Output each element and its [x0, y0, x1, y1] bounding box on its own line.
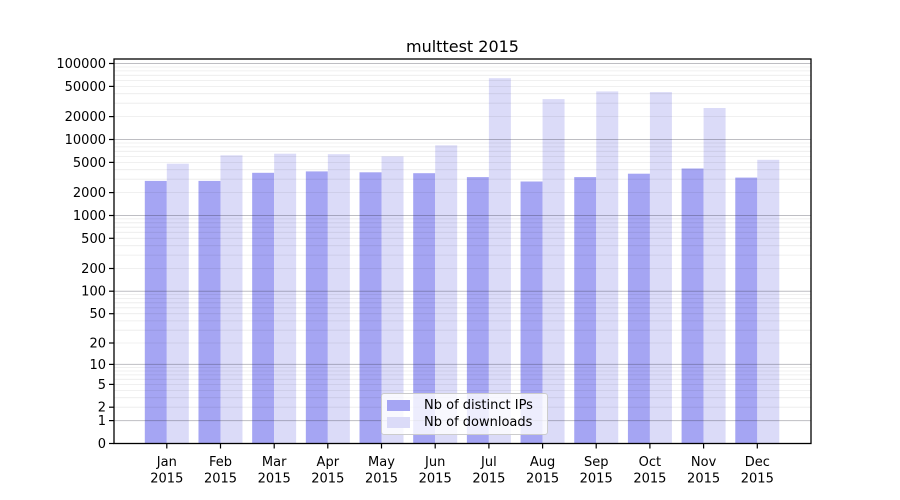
bar-distinct-ips-jul: [466, 177, 489, 444]
bar-distinct-ips-may: [359, 172, 382, 444]
legend-item-distinct-ips: Nb of distinct IPs: [387, 398, 547, 413]
bar-distinct-ips-oct: [627, 173, 650, 444]
x-tick-label-year: 2015: [419, 472, 452, 487]
y-tick-label: 1000: [73, 209, 106, 224]
y-tick-label: 100000: [56, 57, 106, 72]
y-tick-label: 1: [98, 414, 106, 429]
x-tick-label-year: 2015: [687, 472, 720, 487]
bar-distinct-ips-feb: [198, 180, 221, 444]
x-tick-label-month: Jun: [424, 455, 445, 470]
bar-distinct-ips-nov: [681, 168, 704, 444]
y-tick-label: 10: [89, 358, 106, 373]
chart-title: multtest 2015: [406, 37, 519, 56]
bar-downloads-jun: [435, 145, 458, 444]
bar-downloads-nov: [703, 108, 726, 444]
x-tick-label-year: 2015: [580, 472, 613, 487]
bar-downloads-apr: [327, 154, 350, 444]
x-tick-label-month: Sep: [584, 455, 609, 470]
bar-downloads-dec: [757, 159, 780, 444]
legend-swatch-downloads: [387, 417, 410, 428]
x-tick-label-month: Dec: [745, 455, 770, 470]
bar-downloads-oct: [649, 92, 672, 444]
legend-label-downloads: Nb of downloads: [424, 415, 533, 430]
x-tick-label-year: 2015: [526, 472, 559, 487]
x-tick-label-month: May: [368, 455, 395, 470]
y-tick-label: 500: [81, 232, 106, 247]
legend-swatch-distinct-ips: [387, 400, 410, 411]
y-tick-label: 200: [81, 262, 106, 277]
bar-downloads-aug: [542, 99, 565, 444]
y-tick-label: 100: [81, 285, 106, 300]
x-tick-label-year: 2015: [204, 472, 237, 487]
x-tick-label-month: Oct: [639, 455, 661, 470]
y-tick-label: 2: [98, 401, 106, 416]
x-tick-label-year: 2015: [150, 472, 183, 487]
bar-downloads-sep: [596, 91, 619, 444]
y-tick-label: 0: [98, 437, 106, 452]
chart-legend: Nb of distinct IPs Nb of downloads: [381, 393, 548, 435]
x-tick-label-month: Jul: [480, 455, 497, 470]
x-tick-label-year: 2015: [741, 472, 774, 487]
y-tick-label: 5000: [73, 156, 106, 171]
bar-distinct-ips-aug: [520, 181, 543, 444]
bar-downloads-jul: [488, 78, 511, 444]
bar-distinct-ips-jun: [413, 173, 436, 444]
x-tick-label-month: Aug: [530, 455, 555, 470]
x-tick-label-month: Nov: [691, 455, 717, 470]
bar-downloads-feb: [220, 155, 243, 444]
bar-downloads-mar: [274, 153, 297, 444]
x-tick-label-year: 2015: [365, 472, 398, 487]
legend-item-downloads: Nb of downloads: [387, 415, 547, 430]
bar-downloads-jan: [166, 163, 189, 444]
y-tick-label: 5: [98, 378, 106, 393]
x-tick-label-year: 2015: [633, 472, 666, 487]
bar-distinct-ips-sep: [574, 177, 597, 444]
y-tick-label: 2000: [73, 186, 106, 201]
y-tick-label: 50: [89, 307, 106, 322]
bar-distinct-ips-dec: [735, 177, 758, 444]
x-tick-label-year: 2015: [311, 472, 344, 487]
bar-distinct-ips-jan: [144, 180, 167, 444]
y-tick-label: 20000: [65, 110, 106, 125]
x-tick-label-year: 2015: [258, 472, 291, 487]
x-tick-label-month: Feb: [209, 455, 232, 470]
bar-downloads-may: [381, 156, 404, 444]
x-tick-label-month: Jan: [156, 455, 177, 470]
y-tick-label: 50000: [65, 80, 106, 95]
x-tick-label-year: 2015: [472, 472, 505, 487]
bar-distinct-ips-apr: [305, 171, 328, 444]
y-tick-label: 20: [89, 337, 106, 352]
plot-border: [113, 58, 812, 445]
x-tick-label-month: Mar: [262, 455, 287, 470]
bar-distinct-ips-mar: [252, 172, 275, 444]
y-tick-label: 10000: [65, 133, 106, 148]
legend-label-distinct-ips: Nb of distinct IPs: [424, 398, 533, 413]
x-tick-label-month: Apr: [317, 455, 340, 470]
